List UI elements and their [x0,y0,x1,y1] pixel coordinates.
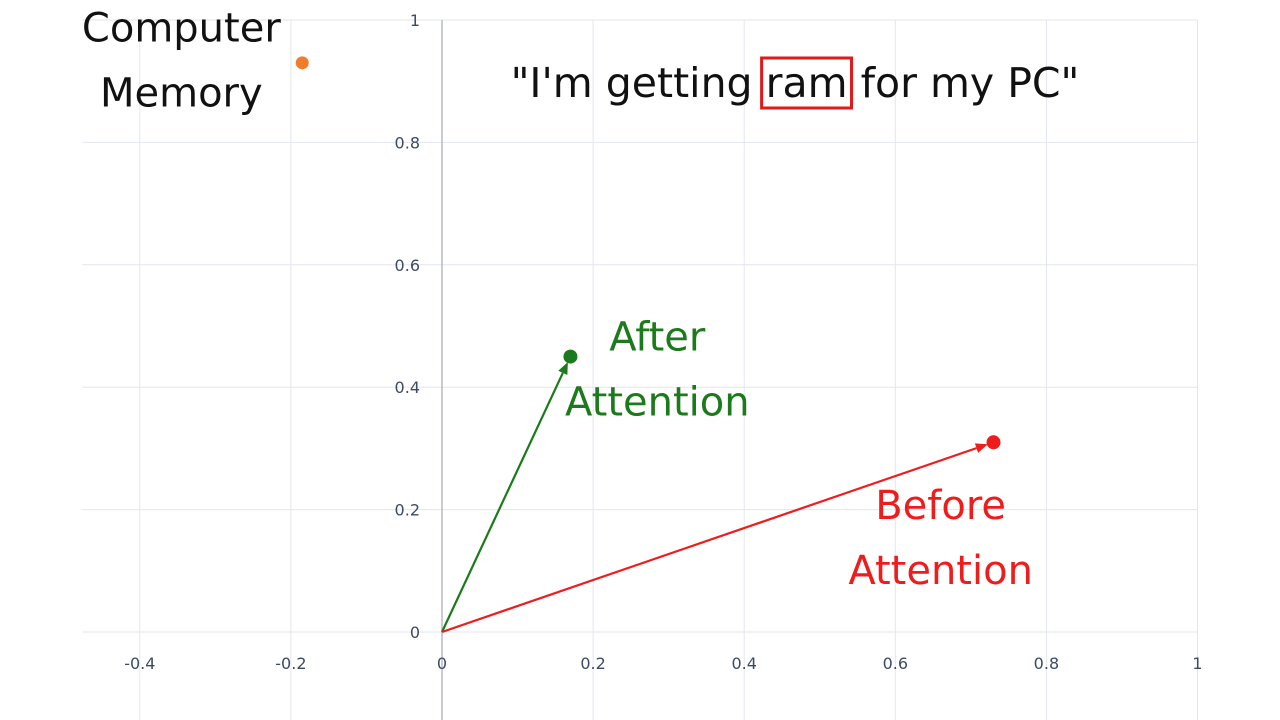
annotation-layer: Computer Memory After Attention Before Attent… [82,5,1033,593]
tick-labels: -0.4 -0.2 0 0.2 0.4 0.6 0.8 1 0 0.2 0.4 0.6 0.8 1 [124,11,1202,673]
x-tick-label: 0.4 [731,654,756,673]
title-highlight-word: ram [766,59,848,107]
axis-layer [82,20,1198,720]
title-before: "I'm getting [511,59,766,107]
before-attention-label-line: Before [875,483,1006,529]
computer-memory-label: Computer Memory [82,5,281,116]
y-tick-label: 0 [410,623,420,642]
grid-layer [82,19,1198,720]
x-tick-label: 0 [437,654,447,673]
vector-after-arrowhead [558,362,568,376]
y-tick-label: 0.2 [395,501,420,520]
point-computer-memory [295,56,309,70]
x-tick-label: -0.2 [275,654,306,673]
title-after: for my PC" [848,59,1080,107]
y-tick-label: 1 [410,11,420,30]
computer-memory-label-line: Computer [82,5,281,51]
vector-before-arrowhead [974,443,988,453]
before-attention-label-line: Attention [848,548,1033,594]
after-attention-label: After Attention [565,314,750,425]
title-highlight-box [760,56,854,110]
x-tick-label: 0.2 [580,654,605,673]
vector-before-endpoint [986,435,1001,450]
vector-layer [441,362,988,634]
after-attention-label-line: Attention [565,379,750,425]
vector-before [441,447,977,634]
y-tick-label: 0.4 [395,378,420,397]
vector-after [441,372,564,633]
chart-title: "I'm getting ram for my PC" [511,56,1080,110]
computer-memory-label-line: Memory [100,70,263,116]
after-attention-label-line: After [609,314,706,360]
x-tick-label: 1 [1192,654,1202,673]
x-tick-label: -0.4 [124,654,155,673]
y-tick-label: 0.6 [395,256,420,275]
before-attention-label: Before Attention [848,483,1033,594]
chart-title-text: "I'm getting ram for my PC" [511,59,1080,107]
y-tick-label: 0.8 [395,133,420,152]
x-tick-label: 0.8 [1034,654,1059,673]
vector-after-endpoint [563,349,578,364]
x-tick-label: 0.6 [883,654,908,673]
point-layer [295,56,1001,450]
